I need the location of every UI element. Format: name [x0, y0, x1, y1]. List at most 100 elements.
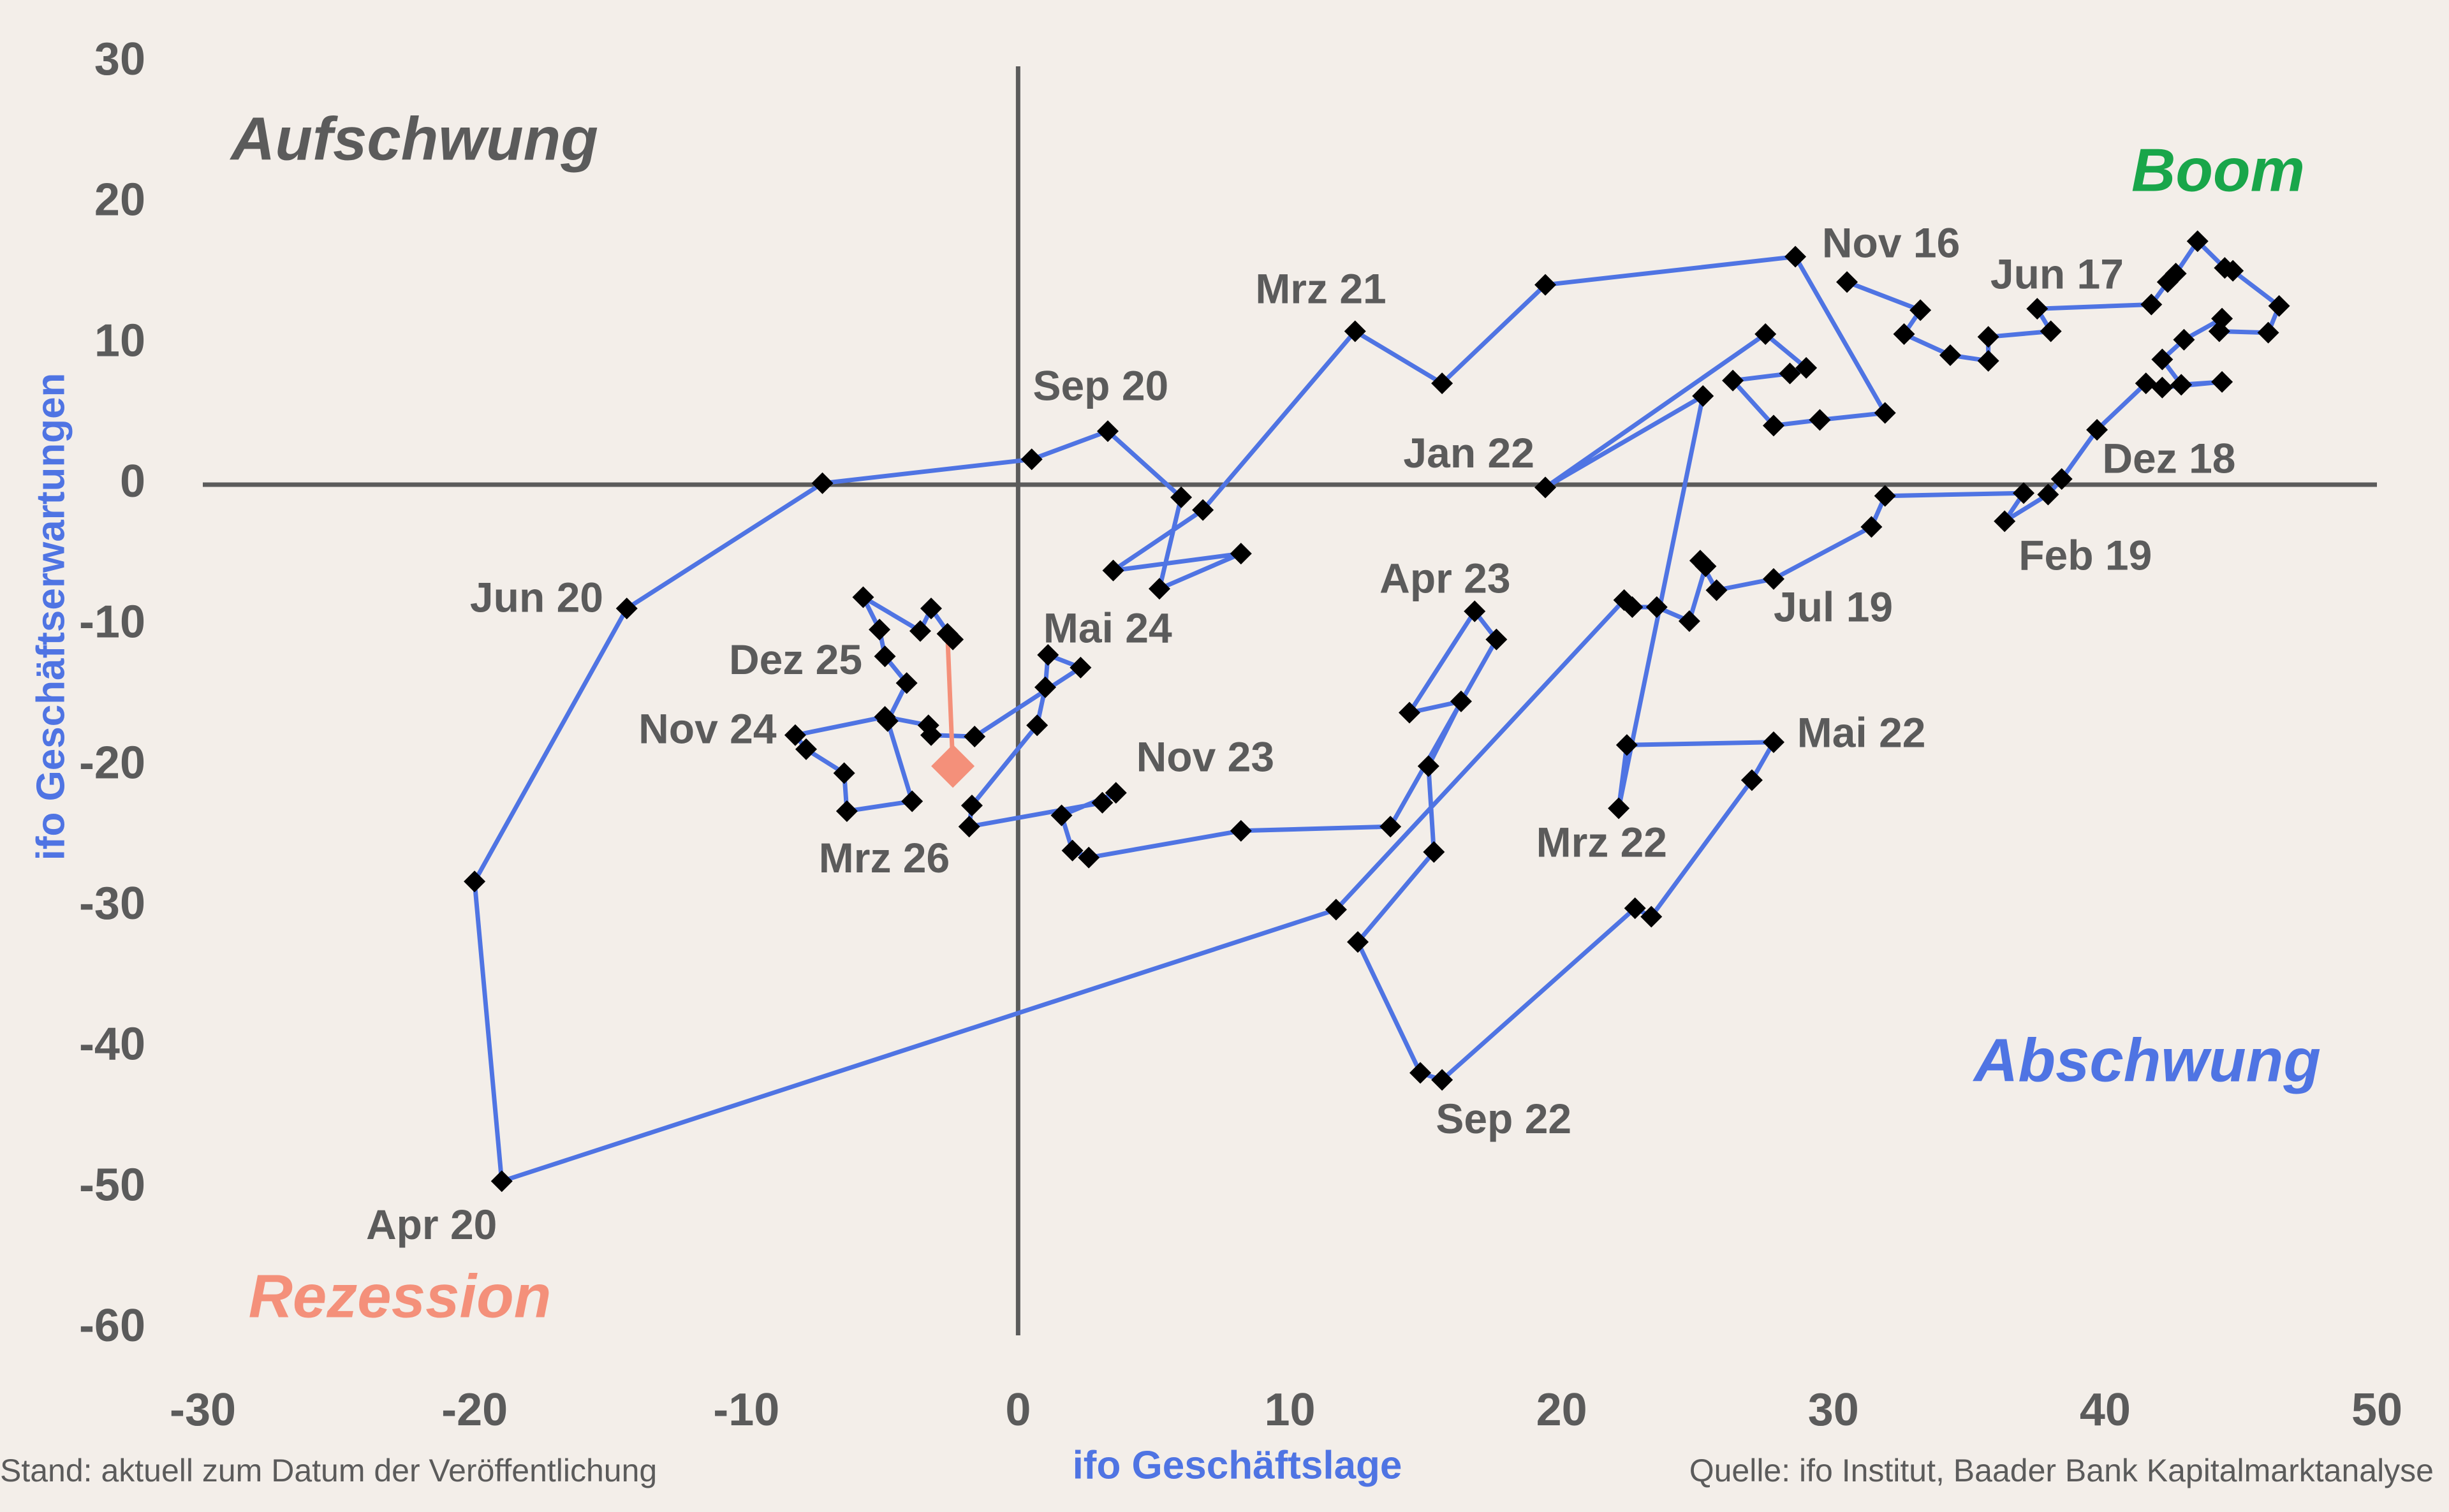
marker [1344, 320, 1366, 342]
y-tick-label: -60 [79, 1300, 145, 1351]
marker [874, 645, 896, 668]
marker [2211, 307, 2233, 330]
marker [2140, 293, 2163, 316]
y-tick-label: 10 [94, 315, 145, 366]
source-note: Quelle: ifo Institut, Baader Bank Kapita… [1689, 1453, 2434, 1488]
marker [1148, 578, 1170, 600]
marker [1608, 797, 1630, 819]
point-label: Jan 22 [1403, 429, 1534, 476]
marker [464, 870, 486, 893]
marker [1070, 656, 1092, 679]
x-tick-label: 40 [2080, 1384, 2131, 1435]
marker [1534, 476, 1557, 499]
quadrant-label: Boom [2131, 136, 2305, 204]
y-tick-label: -10 [79, 597, 145, 648]
marker [1640, 906, 1663, 928]
point-label: Apr 23 [1379, 555, 1510, 602]
marker [1091, 791, 1114, 814]
marker [917, 714, 939, 737]
marker [2268, 295, 2290, 317]
marker [1417, 755, 1439, 777]
point-label: Mrz 21 [1255, 265, 1386, 312]
point-label: Dez 18 [2102, 435, 2235, 482]
marker [2086, 418, 2108, 441]
y-tick-label: -20 [79, 737, 145, 788]
marker [1860, 516, 1883, 538]
point-label: Mrz 22 [1536, 819, 1667, 866]
x-tick-label: 30 [1808, 1384, 1859, 1435]
quadrant-label: Aufschwung [230, 105, 598, 173]
marker [2050, 468, 2073, 490]
marker [1994, 510, 2016, 532]
marker [811, 472, 834, 494]
marker [1893, 323, 1915, 345]
marker [1078, 846, 1100, 869]
marker [1431, 372, 1453, 395]
last-segment [945, 633, 955, 767]
marker [1678, 610, 1700, 633]
point-label: Mai 24 [1043, 605, 1172, 652]
marker [1809, 409, 1831, 431]
x-tick-label: -30 [170, 1384, 236, 1435]
point-label: Feb 19 [2019, 532, 2152, 579]
marker [1874, 402, 1896, 424]
marker [1624, 897, 1646, 920]
y-tick-label: -30 [79, 878, 145, 929]
marker [1485, 628, 1508, 650]
marker [2151, 348, 2173, 371]
x-axis-title: ifo Geschäftslage [1073, 1443, 1402, 1487]
y-tick-label: -50 [79, 1159, 145, 1210]
marker [1105, 782, 1127, 804]
marker [936, 622, 959, 645]
marker [1534, 274, 1557, 296]
marker [1026, 714, 1048, 737]
marker [1977, 349, 1999, 372]
marker [1096, 420, 1119, 443]
footer-note: Stand: aktuell zum Datum der Veröffentli… [0, 1453, 657, 1488]
marker [869, 619, 891, 641]
marker [2151, 376, 2173, 399]
marker [1192, 499, 1214, 521]
marker [833, 762, 855, 784]
marker [2165, 263, 2187, 284]
y-tick-label: 30 [94, 34, 145, 85]
marker [1784, 246, 1807, 268]
marker [2222, 260, 2244, 282]
marker [964, 725, 986, 747]
marker [1615, 734, 1638, 756]
x-tick-label: -10 [713, 1384, 779, 1435]
marker [1939, 344, 1961, 366]
marker [1754, 323, 1777, 345]
y-tick-label: 20 [94, 175, 145, 226]
marker [1763, 731, 1785, 753]
last-marker [931, 744, 975, 788]
marker [1061, 839, 1084, 862]
marker [1613, 589, 1635, 611]
marker [1102, 559, 1124, 582]
marker [1050, 804, 1073, 826]
marker [1645, 596, 1668, 618]
point-label: Mai 22 [1797, 708, 1926, 756]
marker [1347, 931, 1369, 953]
marker [1740, 769, 1763, 791]
marker [1230, 543, 1252, 565]
marker [895, 672, 918, 694]
marker [1763, 415, 1785, 437]
x-tick-label: 20 [1536, 1384, 1587, 1435]
marker [2013, 482, 2035, 504]
marker [1705, 579, 1728, 601]
marker [909, 620, 931, 642]
marker [1874, 485, 1896, 507]
x-tick-label: 0 [1005, 1384, 1031, 1435]
marker [795, 738, 817, 760]
point-label: Nov 24 [638, 705, 777, 752]
marker [2257, 321, 2279, 344]
marker [958, 816, 980, 838]
point-label: Jun 20 [470, 573, 603, 620]
marker [960, 795, 983, 817]
marker [1034, 676, 1056, 698]
point-label: Sep 22 [1436, 1095, 1571, 1142]
marker [2037, 483, 2059, 506]
